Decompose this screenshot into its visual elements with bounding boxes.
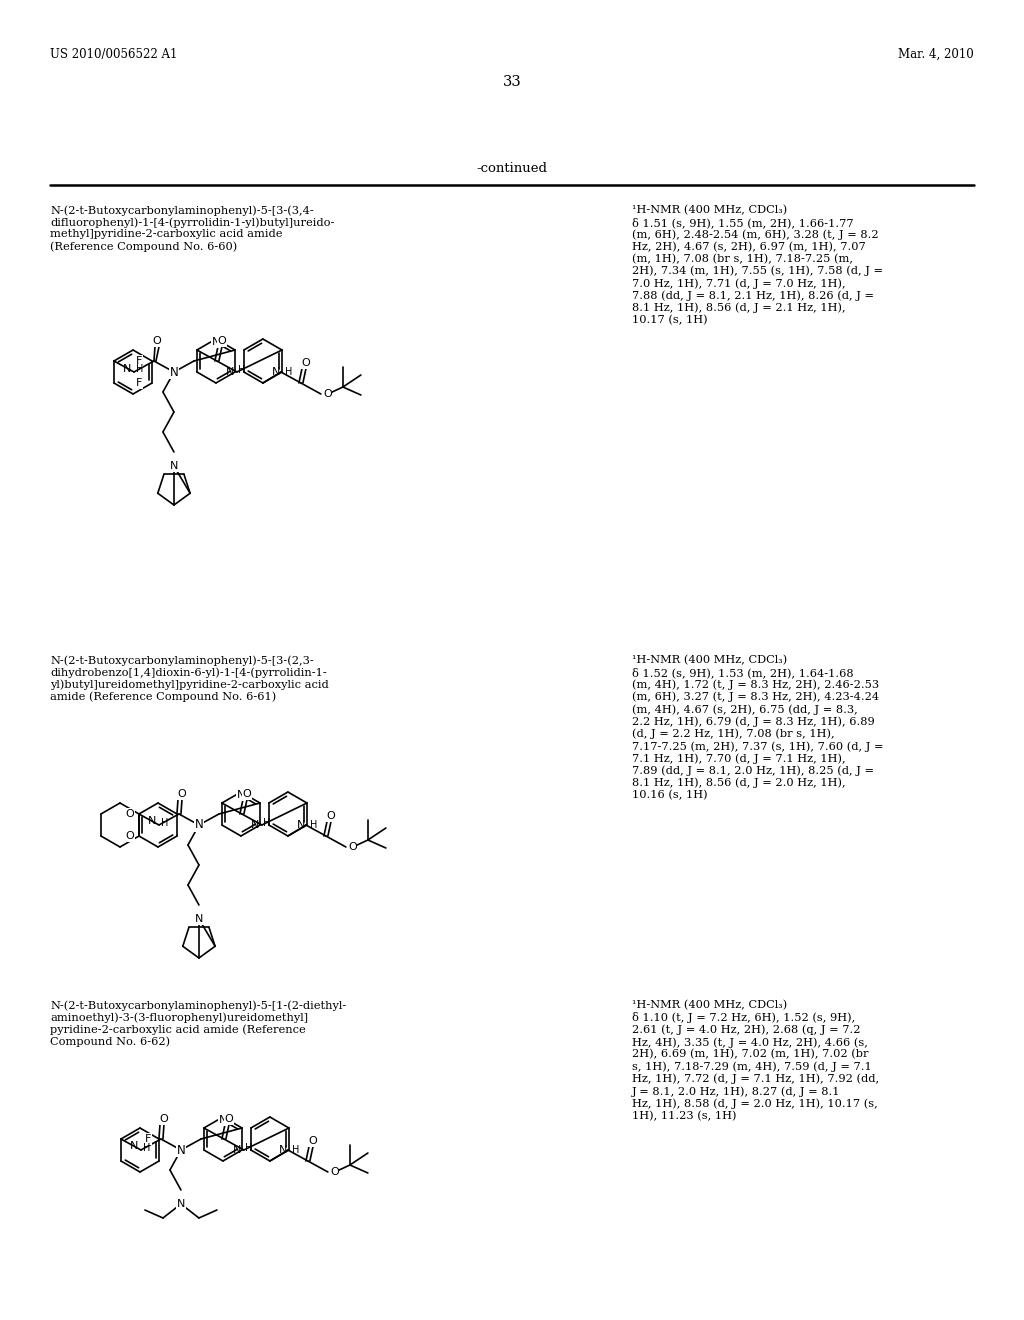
Text: H: H: [238, 366, 246, 375]
Text: N: N: [232, 1144, 241, 1155]
Text: O: O: [327, 810, 335, 821]
Text: ¹H-NMR (400 MHz, CDCl₃)
δ 1.51 (s, 9H), 1.55 (m, 2H), 1.66-1.77
(m, 6H), 2.48-2.: ¹H-NMR (400 MHz, CDCl₃) δ 1.51 (s, 9H), …: [632, 205, 883, 325]
Text: N: N: [147, 816, 156, 826]
Text: N: N: [297, 820, 305, 830]
Text: F: F: [135, 378, 142, 388]
Text: N-(2-t-Butoxycarbonylaminophenyl)-5-[3-(3,4-
difluorophenyl)-1-[4-(pyrrolidin-1-: N-(2-t-Butoxycarbonylaminophenyl)-5-[3-(…: [50, 205, 335, 252]
Text: O: O: [224, 1114, 233, 1125]
Text: -continued: -continued: [476, 162, 548, 176]
Text: N: N: [237, 789, 245, 800]
Text: O: O: [153, 337, 162, 346]
Text: ¹H-NMR (400 MHz, CDCl₃)
δ 1.10 (t, J = 7.2 Hz, 6H), 1.52 (s, 9H),
2.61 (t, J = 4: ¹H-NMR (400 MHz, CDCl₃) δ 1.10 (t, J = 7…: [632, 1001, 880, 1121]
Text: N-(2-t-Butoxycarbonylaminophenyl)-5-[1-(2-diethyl-
aminoethyl)-3-(3-fluorophenyl: N-(2-t-Butoxycarbonylaminophenyl)-5-[1-(…: [50, 1001, 346, 1047]
Text: H: H: [136, 364, 143, 374]
Text: O: O: [217, 337, 226, 346]
Text: N: N: [195, 818, 204, 832]
Text: US 2010/0056522 A1: US 2010/0056522 A1: [50, 48, 177, 61]
Text: O: O: [301, 358, 310, 368]
Text: H: H: [263, 818, 270, 828]
Text: H: H: [161, 818, 168, 828]
Text: Mar. 4, 2010: Mar. 4, 2010: [898, 48, 974, 61]
Text: N: N: [212, 337, 220, 347]
Text: O: O: [125, 832, 134, 841]
Text: H: H: [310, 820, 317, 830]
Text: 33: 33: [503, 75, 521, 88]
Text: F: F: [135, 356, 142, 366]
Text: O: O: [160, 1114, 168, 1125]
Text: N: N: [177, 1199, 185, 1209]
Text: ¹H-NMR (400 MHz, CDCl₃)
δ 1.52 (s, 9H), 1.53 (m, 2H), 1.64-1.68
(m, 4H), 1.72 (t: ¹H-NMR (400 MHz, CDCl₃) δ 1.52 (s, 9H), …: [632, 655, 884, 800]
Text: N: N: [170, 366, 178, 379]
Text: H: H: [245, 1143, 252, 1152]
Text: O: O: [177, 789, 186, 799]
Text: N: N: [176, 1143, 185, 1156]
Text: H: H: [285, 367, 292, 378]
Text: O: O: [348, 842, 356, 851]
Text: N: N: [170, 461, 178, 471]
Text: H: H: [143, 1143, 151, 1152]
Text: N: N: [225, 367, 233, 378]
Text: N: N: [130, 1140, 138, 1151]
Text: N: N: [271, 367, 280, 378]
Text: N-(2-t-Butoxycarbonylaminophenyl)-5-[3-(2,3-
dihydrobenzo[1,4]dioxin-6-yl)-1-[4-: N-(2-t-Butoxycarbonylaminophenyl)-5-[3-(…: [50, 655, 329, 702]
Text: N: N: [219, 1115, 227, 1125]
Text: O: O: [330, 1167, 339, 1177]
Text: O: O: [323, 389, 332, 399]
Text: F: F: [144, 1134, 152, 1144]
Text: O: O: [243, 789, 251, 799]
Text: O: O: [125, 809, 134, 818]
Text: N: N: [279, 1144, 287, 1155]
Text: N: N: [195, 913, 203, 924]
Text: N: N: [123, 364, 131, 374]
Text: N: N: [251, 820, 259, 830]
Text: H: H: [292, 1144, 299, 1155]
Text: O: O: [308, 1137, 317, 1146]
